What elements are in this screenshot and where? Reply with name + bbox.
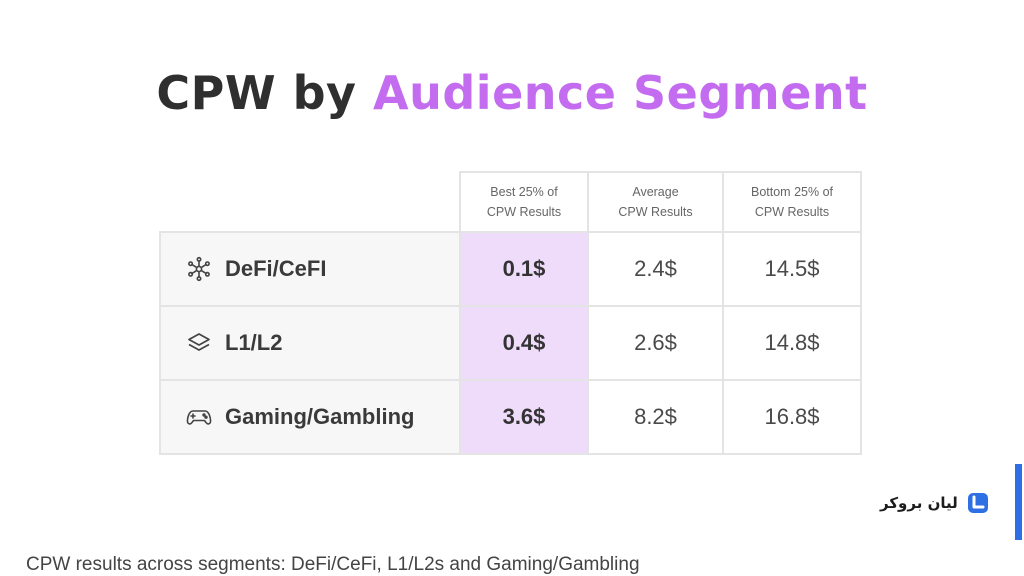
image-caption: CPW results across segments: DeFi/CeFi, …	[26, 554, 640, 575]
row-label-text: L1/L2	[225, 330, 283, 356]
header-average-line1: Average	[632, 185, 679, 199]
row-label-text: Gaming/Gambling	[225, 404, 415, 430]
network-nodes-icon	[185, 255, 213, 283]
table-row: Gaming/Gambling 3.6$ 8.2$ 16.8$	[159, 379, 862, 455]
bottom-value: 14.8$	[722, 305, 862, 381]
row-label-l1l2: L1/L2	[159, 305, 461, 381]
gamepad-icon	[185, 403, 213, 431]
table-row: DeFi/CeFI 0.1$ 2.4$ 14.5$	[159, 231, 862, 307]
header-average-line2: CPW Results	[618, 205, 693, 219]
brand-watermark: لیان بروکر	[880, 490, 990, 516]
row-label-text: DeFi/CeFI	[225, 256, 327, 282]
header-bottom-line2: CPW Results	[754, 205, 830, 219]
best-value: 0.1$	[459, 231, 589, 307]
brand-name: لیان بروکر	[880, 494, 958, 512]
average-value: 2.6$	[587, 305, 724, 381]
table-row: L1/L2 0.4$ 2.6$ 14.8$	[159, 305, 862, 381]
header-best-line2: CPW Results	[486, 205, 562, 219]
header-empty-cell	[160, 172, 460, 232]
page-title: CPW by Audience Segment	[0, 66, 1024, 120]
best-value: 0.4$	[459, 305, 589, 381]
header-bottom-line1: Bottom 25% of	[751, 185, 833, 199]
header-average: Average CPW Results	[587, 171, 724, 233]
title-main: CPW by	[156, 66, 357, 120]
bottom-value: 16.8$	[722, 379, 862, 455]
average-value: 2.4$	[587, 231, 724, 307]
row-label-defi: DeFi/CeFI	[159, 231, 461, 307]
header-best-25: Best 25% of CPW Results	[459, 171, 589, 233]
header-bottom-25: Bottom 25% of CPW Results	[722, 171, 862, 233]
bottom-value: 14.5$	[722, 231, 862, 307]
best-value: 3.6$	[459, 379, 589, 455]
layers-icon	[185, 329, 213, 357]
header-best-line1: Best 25% of	[490, 185, 558, 199]
accent-bar	[1015, 464, 1022, 540]
title-accent: Audience Segment	[373, 66, 868, 120]
table-header-row: Best 25% of CPW Results Average CPW Resu…	[160, 171, 862, 233]
average-value: 8.2$	[587, 379, 724, 455]
row-label-gaming: Gaming/Gambling	[159, 379, 461, 455]
cpw-table: Best 25% of CPW Results Average CPW Resu…	[159, 171, 862, 455]
lian-broker-logo-icon	[967, 493, 988, 513]
